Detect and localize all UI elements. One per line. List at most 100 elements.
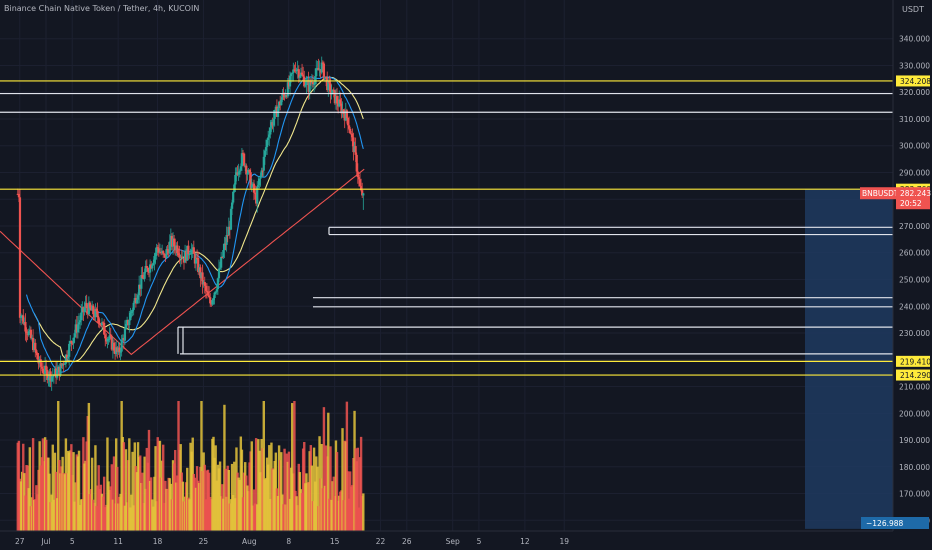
candle-body (141, 275, 144, 279)
volume-bar (254, 438, 258, 531)
candle-body (221, 256, 224, 258)
candle-body (163, 253, 166, 255)
candle-body (216, 278, 219, 290)
volume-bar (240, 449, 244, 531)
ma-red-line (0, 168, 365, 356)
candle-body (260, 170, 263, 176)
x-tick-label: 15 (330, 537, 340, 546)
last-price-countdown: 20:52 (900, 199, 922, 208)
candle-body (223, 243, 226, 251)
candle-body (187, 245, 190, 255)
price-level-label-bg (896, 75, 930, 87)
candle-body (120, 339, 123, 352)
candle-body (218, 267, 222, 269)
projection-label: −126.988 (866, 519, 904, 528)
y-tick-label: 340.000 (899, 35, 930, 44)
candle-body (290, 73, 293, 77)
candle-body (148, 264, 152, 273)
candle-body (246, 173, 249, 175)
volume-bar (141, 472, 144, 531)
volume-bar (124, 449, 128, 531)
candle-body (340, 103, 343, 114)
y-tick-label: 270.000 (899, 222, 930, 231)
candle-body (135, 299, 139, 304)
candle-body (351, 133, 354, 138)
volume-bar (362, 493, 365, 531)
candle-body (59, 363, 62, 376)
x-tick-label: Jul (40, 537, 50, 546)
volume-bar (283, 448, 286, 531)
candle-body (192, 247, 195, 254)
candle-body (204, 285, 207, 291)
candle-body (358, 179, 362, 187)
x-tick-label: 18 (153, 537, 163, 546)
candle-body (165, 249, 168, 258)
candle-body (22, 315, 25, 324)
y-tick-label: 310.000 (899, 115, 930, 124)
candle-body (248, 169, 251, 173)
candle-body (65, 354, 69, 359)
candle-body (356, 171, 359, 178)
x-tick-label: 19 (559, 537, 569, 546)
volume-bar (154, 446, 157, 531)
candle-body (51, 376, 54, 378)
candle-body (269, 127, 272, 135)
candle-body (322, 63, 326, 80)
last-price-value: 282.243 (900, 189, 931, 198)
volume-bar (87, 402, 91, 531)
candle-body (312, 84, 316, 86)
candle-body (24, 322, 27, 332)
candle-body (209, 297, 212, 304)
volume-bar (51, 444, 54, 531)
candle-body (361, 190, 364, 196)
candle-body (34, 342, 37, 351)
volume-bar (322, 407, 326, 531)
candle-body (257, 185, 260, 188)
candle-body (162, 251, 165, 254)
candle-body (354, 146, 357, 155)
volume-bar (131, 451, 134, 531)
y-tick-label: 240.000 (899, 302, 930, 311)
candle-body (154, 252, 157, 257)
x-tick-label: Aug (242, 537, 257, 546)
candle-body (214, 291, 217, 293)
volume-bar (227, 470, 231, 531)
candle-body (286, 82, 289, 97)
x-tick-label: Sep (446, 537, 460, 546)
candle-body (197, 257, 200, 273)
candle-body (88, 302, 92, 308)
volume-bar (223, 404, 226, 531)
candle-body (56, 369, 59, 378)
candle-body (79, 320, 82, 323)
volume-bar (335, 452, 339, 531)
candle-body (240, 153, 244, 167)
candle-body (305, 80, 308, 86)
y-tick-label: 260.000 (899, 249, 930, 258)
candle-body (267, 137, 270, 141)
candle-body (27, 331, 30, 336)
candle-body (272, 118, 275, 126)
candle-body (108, 335, 111, 339)
candle-body (176, 245, 179, 254)
candle-body (339, 99, 342, 104)
candle-body (25, 331, 28, 334)
candle-body (85, 303, 88, 309)
candle-body (156, 247, 159, 249)
candle-body (225, 235, 228, 245)
x-tick-label: 22 (376, 537, 386, 546)
candle-body (123, 328, 127, 341)
candle-body (143, 272, 146, 279)
volume-bar (116, 466, 119, 531)
candle-body (234, 174, 237, 185)
y-tick-label: 210.000 (899, 383, 930, 392)
candle-body (100, 322, 104, 326)
candle-body (64, 354, 67, 364)
candle-body (329, 83, 332, 95)
candle-body (19, 316, 23, 318)
volume-bar (291, 403, 294, 531)
candle-body (168, 241, 171, 254)
x-tick-label: 5 (477, 537, 482, 546)
candle-body (131, 309, 134, 312)
candle-body (140, 275, 143, 289)
